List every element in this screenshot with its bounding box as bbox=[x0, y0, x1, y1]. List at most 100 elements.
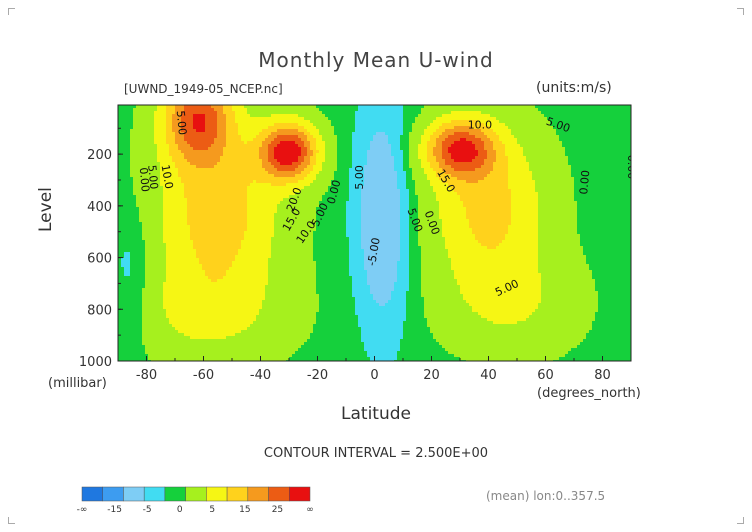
field-cell bbox=[124, 348, 128, 352]
field-cell bbox=[262, 171, 266, 175]
field-cell bbox=[259, 300, 263, 304]
field-cell bbox=[124, 297, 128, 301]
field-cell bbox=[193, 339, 197, 343]
field-cell bbox=[145, 300, 149, 304]
field-cell bbox=[232, 162, 236, 166]
field-cell bbox=[130, 144, 134, 148]
field-cell bbox=[286, 231, 290, 235]
field-cell bbox=[205, 177, 209, 181]
field-cell bbox=[118, 174, 122, 178]
field-cell bbox=[151, 198, 155, 202]
field-cell bbox=[130, 183, 134, 187]
field-cell bbox=[259, 354, 263, 358]
field-cell bbox=[277, 120, 281, 124]
field-cell bbox=[286, 168, 290, 172]
field-cell bbox=[160, 300, 164, 304]
field-cell bbox=[193, 291, 197, 295]
field-cell bbox=[118, 198, 122, 202]
field-cell bbox=[277, 150, 281, 154]
field-cell bbox=[274, 201, 278, 205]
field-cell bbox=[151, 114, 155, 118]
field-cell bbox=[121, 120, 125, 124]
field-cell bbox=[184, 324, 188, 328]
field-cell bbox=[235, 285, 239, 289]
field-cell bbox=[184, 288, 188, 292]
field-cell bbox=[172, 147, 176, 151]
field-cell bbox=[208, 279, 212, 283]
field-cell bbox=[283, 252, 287, 256]
field-cell bbox=[217, 174, 221, 178]
field-cell bbox=[265, 273, 269, 277]
field-cell bbox=[265, 264, 269, 268]
field-cell bbox=[229, 132, 233, 136]
field-cell bbox=[157, 177, 161, 181]
field-cell bbox=[283, 267, 287, 271]
field-cell bbox=[154, 201, 158, 205]
field-cell bbox=[166, 210, 170, 214]
field-cell bbox=[175, 291, 179, 295]
field-cell bbox=[124, 351, 128, 355]
field-cell bbox=[268, 237, 272, 241]
field-cell bbox=[232, 198, 236, 202]
field-cell bbox=[184, 129, 188, 133]
field-cell bbox=[262, 339, 266, 343]
field-cell bbox=[127, 168, 131, 172]
field-cell bbox=[172, 156, 176, 160]
field-cell bbox=[232, 237, 236, 241]
field-cell bbox=[289, 207, 293, 211]
field-cell bbox=[250, 273, 254, 277]
field-cell bbox=[241, 108, 245, 112]
field-cell bbox=[253, 351, 257, 355]
field-cell bbox=[244, 225, 248, 229]
field-cell bbox=[160, 174, 164, 178]
field-cell bbox=[169, 339, 173, 343]
field-cell bbox=[241, 186, 245, 190]
field-cell bbox=[190, 288, 194, 292]
field-cell bbox=[193, 273, 197, 277]
field-cell bbox=[256, 129, 260, 133]
field-cell bbox=[271, 297, 275, 301]
field-cell bbox=[232, 201, 236, 205]
field-cell bbox=[256, 264, 260, 268]
field-cell bbox=[181, 126, 185, 130]
field-cell bbox=[178, 219, 182, 223]
field-cell bbox=[193, 189, 197, 193]
field-cell bbox=[271, 258, 275, 262]
field-cell bbox=[277, 105, 281, 109]
field-cell bbox=[217, 294, 221, 298]
field-cell bbox=[247, 306, 251, 310]
field-cell bbox=[136, 258, 140, 262]
field-cell bbox=[118, 321, 122, 325]
field-cell bbox=[235, 117, 239, 121]
field-cell bbox=[139, 237, 143, 241]
field-cell bbox=[238, 129, 242, 133]
field-cell bbox=[280, 240, 284, 244]
field-cell bbox=[145, 117, 149, 121]
field-cell bbox=[169, 270, 173, 274]
field-cell bbox=[118, 246, 122, 250]
field-cell bbox=[172, 234, 176, 238]
field-cell bbox=[214, 324, 218, 328]
field-cell bbox=[187, 132, 191, 136]
field-cell bbox=[193, 195, 197, 199]
field-cell bbox=[148, 108, 152, 112]
field-cell bbox=[178, 234, 182, 238]
field-cell bbox=[118, 129, 122, 133]
field-cell bbox=[166, 204, 170, 208]
field-cell bbox=[268, 222, 272, 226]
field-cell bbox=[286, 261, 290, 265]
field-cell bbox=[121, 333, 125, 337]
field-cell bbox=[187, 216, 191, 220]
field-cell bbox=[274, 246, 278, 250]
field-cell bbox=[193, 354, 197, 358]
field-cell bbox=[262, 219, 266, 223]
field-cell bbox=[118, 111, 122, 115]
field-cell bbox=[226, 300, 230, 304]
field-cell bbox=[181, 333, 185, 337]
field-cell bbox=[274, 177, 278, 181]
field-cell bbox=[238, 228, 242, 232]
field-cell bbox=[181, 345, 185, 349]
field-cell bbox=[211, 147, 215, 151]
field-cell bbox=[190, 111, 194, 115]
field-cell bbox=[121, 264, 125, 268]
